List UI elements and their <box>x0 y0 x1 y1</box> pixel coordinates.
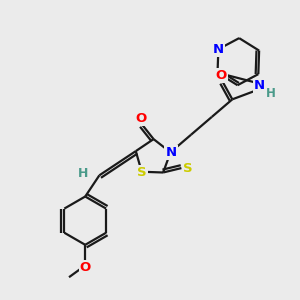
Text: H: H <box>266 87 275 100</box>
Text: S: S <box>183 162 193 175</box>
Text: N: N <box>166 146 177 159</box>
Text: O: O <box>135 112 146 125</box>
Text: N: N <box>254 79 265 92</box>
Text: S: S <box>137 166 146 179</box>
Text: H: H <box>78 167 88 180</box>
Text: N: N <box>213 43 224 56</box>
Text: O: O <box>80 261 91 274</box>
Text: O: O <box>216 69 227 82</box>
